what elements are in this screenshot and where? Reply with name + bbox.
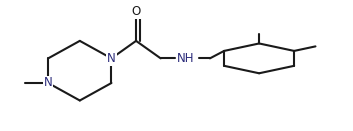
- Text: N: N: [44, 77, 53, 89]
- Text: N: N: [107, 52, 116, 65]
- Text: NH: NH: [176, 52, 194, 65]
- Text: O: O: [131, 5, 141, 18]
